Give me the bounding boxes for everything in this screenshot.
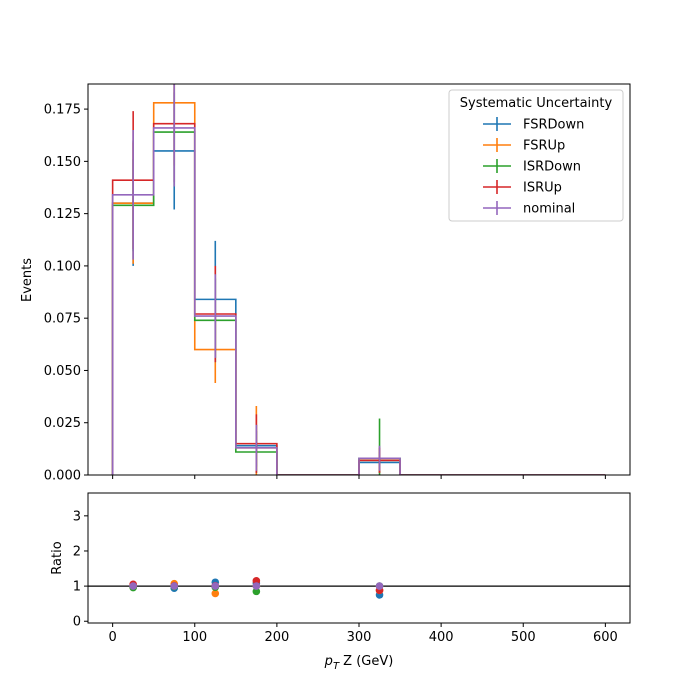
- step-line-FSRUp: [111, 102, 606, 475]
- main-y-tick-label: 0.000: [44, 469, 81, 484]
- ratio-point-nominal: [211, 582, 220, 590]
- x-tick-label: 300: [347, 630, 372, 645]
- ratio-point-FSRUp: [211, 589, 220, 598]
- legend-title: Systematic Uncertainty: [460, 96, 613, 111]
- legend: Systematic Uncertainty FSRDown FSRUp ISRDow…: [448, 89, 624, 222]
- ratio-point-nominal: [252, 582, 261, 590]
- legend-label-FSRUp: FSRUp: [523, 139, 565, 154]
- main-y-tick-label: 0.175: [44, 103, 81, 118]
- x-tick-label: 0: [108, 630, 116, 645]
- ratio-y-tick-label: 1: [73, 580, 81, 595]
- ratio-plot-area: [88, 577, 630, 599]
- main-y-tick-label: 0.150: [44, 155, 81, 170]
- main-plot-area: [111, 84, 606, 475]
- main-y-tick-label: 0.050: [44, 364, 81, 379]
- ratio-point-nominal: [375, 582, 384, 590]
- main-y-axis-label: Events: [20, 258, 35, 302]
- step-line-nominal: [111, 127, 606, 475]
- legend-label-ISRUp: ISRUp: [523, 181, 562, 196]
- ratio-panel: 0 1 2 3 0 100 200 300 400 500 600: [73, 492, 631, 645]
- main-y-tick-label: 0.025: [44, 416, 81, 431]
- x-tick-label: 600: [593, 630, 618, 645]
- legend-label-nominal: nominal: [523, 202, 575, 217]
- x-axis-label-p: p: [324, 654, 333, 669]
- x-axis-label-sub: T: [333, 661, 340, 672]
- ratio-point-nominal: [129, 582, 137, 590]
- main-panel: 0.000 0.025 0.050 0.075 0.100 0.125 0.150 0.175…: [44, 83, 631, 484]
- x-tick-label: 400: [429, 630, 454, 645]
- x-axis-label: pT Z (GeV): [324, 654, 394, 672]
- step-line-ISRDown: [111, 131, 606, 475]
- ratio-y-tick-label: 0: [73, 615, 81, 630]
- ratio-y-tick-label: 2: [73, 544, 81, 559]
- legend-label-ISRDown: ISRDown: [523, 160, 581, 175]
- ratio-y-tick-label: 3: [73, 509, 81, 524]
- main-y-tick-label: 0.075: [44, 312, 81, 327]
- ratio-axes-frame: [87, 492, 631, 624]
- step-line-FSRDown: [111, 150, 606, 475]
- x-tick-label: 100: [182, 630, 207, 645]
- ratio-point-nominal: [170, 582, 179, 590]
- x-tick-label: 200: [264, 630, 289, 645]
- main-y-tick-label: 0.125: [44, 207, 81, 222]
- legend-label-FSRDown: FSRDown: [523, 118, 584, 133]
- x-tick-label: 500: [511, 630, 536, 645]
- main-y-tick-label: 0.100: [44, 259, 81, 274]
- x-axis-label-rest: Z (GeV): [339, 654, 393, 669]
- step-line-ISRUp: [111, 122, 606, 475]
- ratio-y-axis-label: Ratio: [50, 541, 65, 574]
- ratio-point-ISRDown: [252, 587, 261, 596]
- legend-frame: [448, 89, 624, 222]
- ratio-point-ISRUp: [252, 577, 261, 585]
